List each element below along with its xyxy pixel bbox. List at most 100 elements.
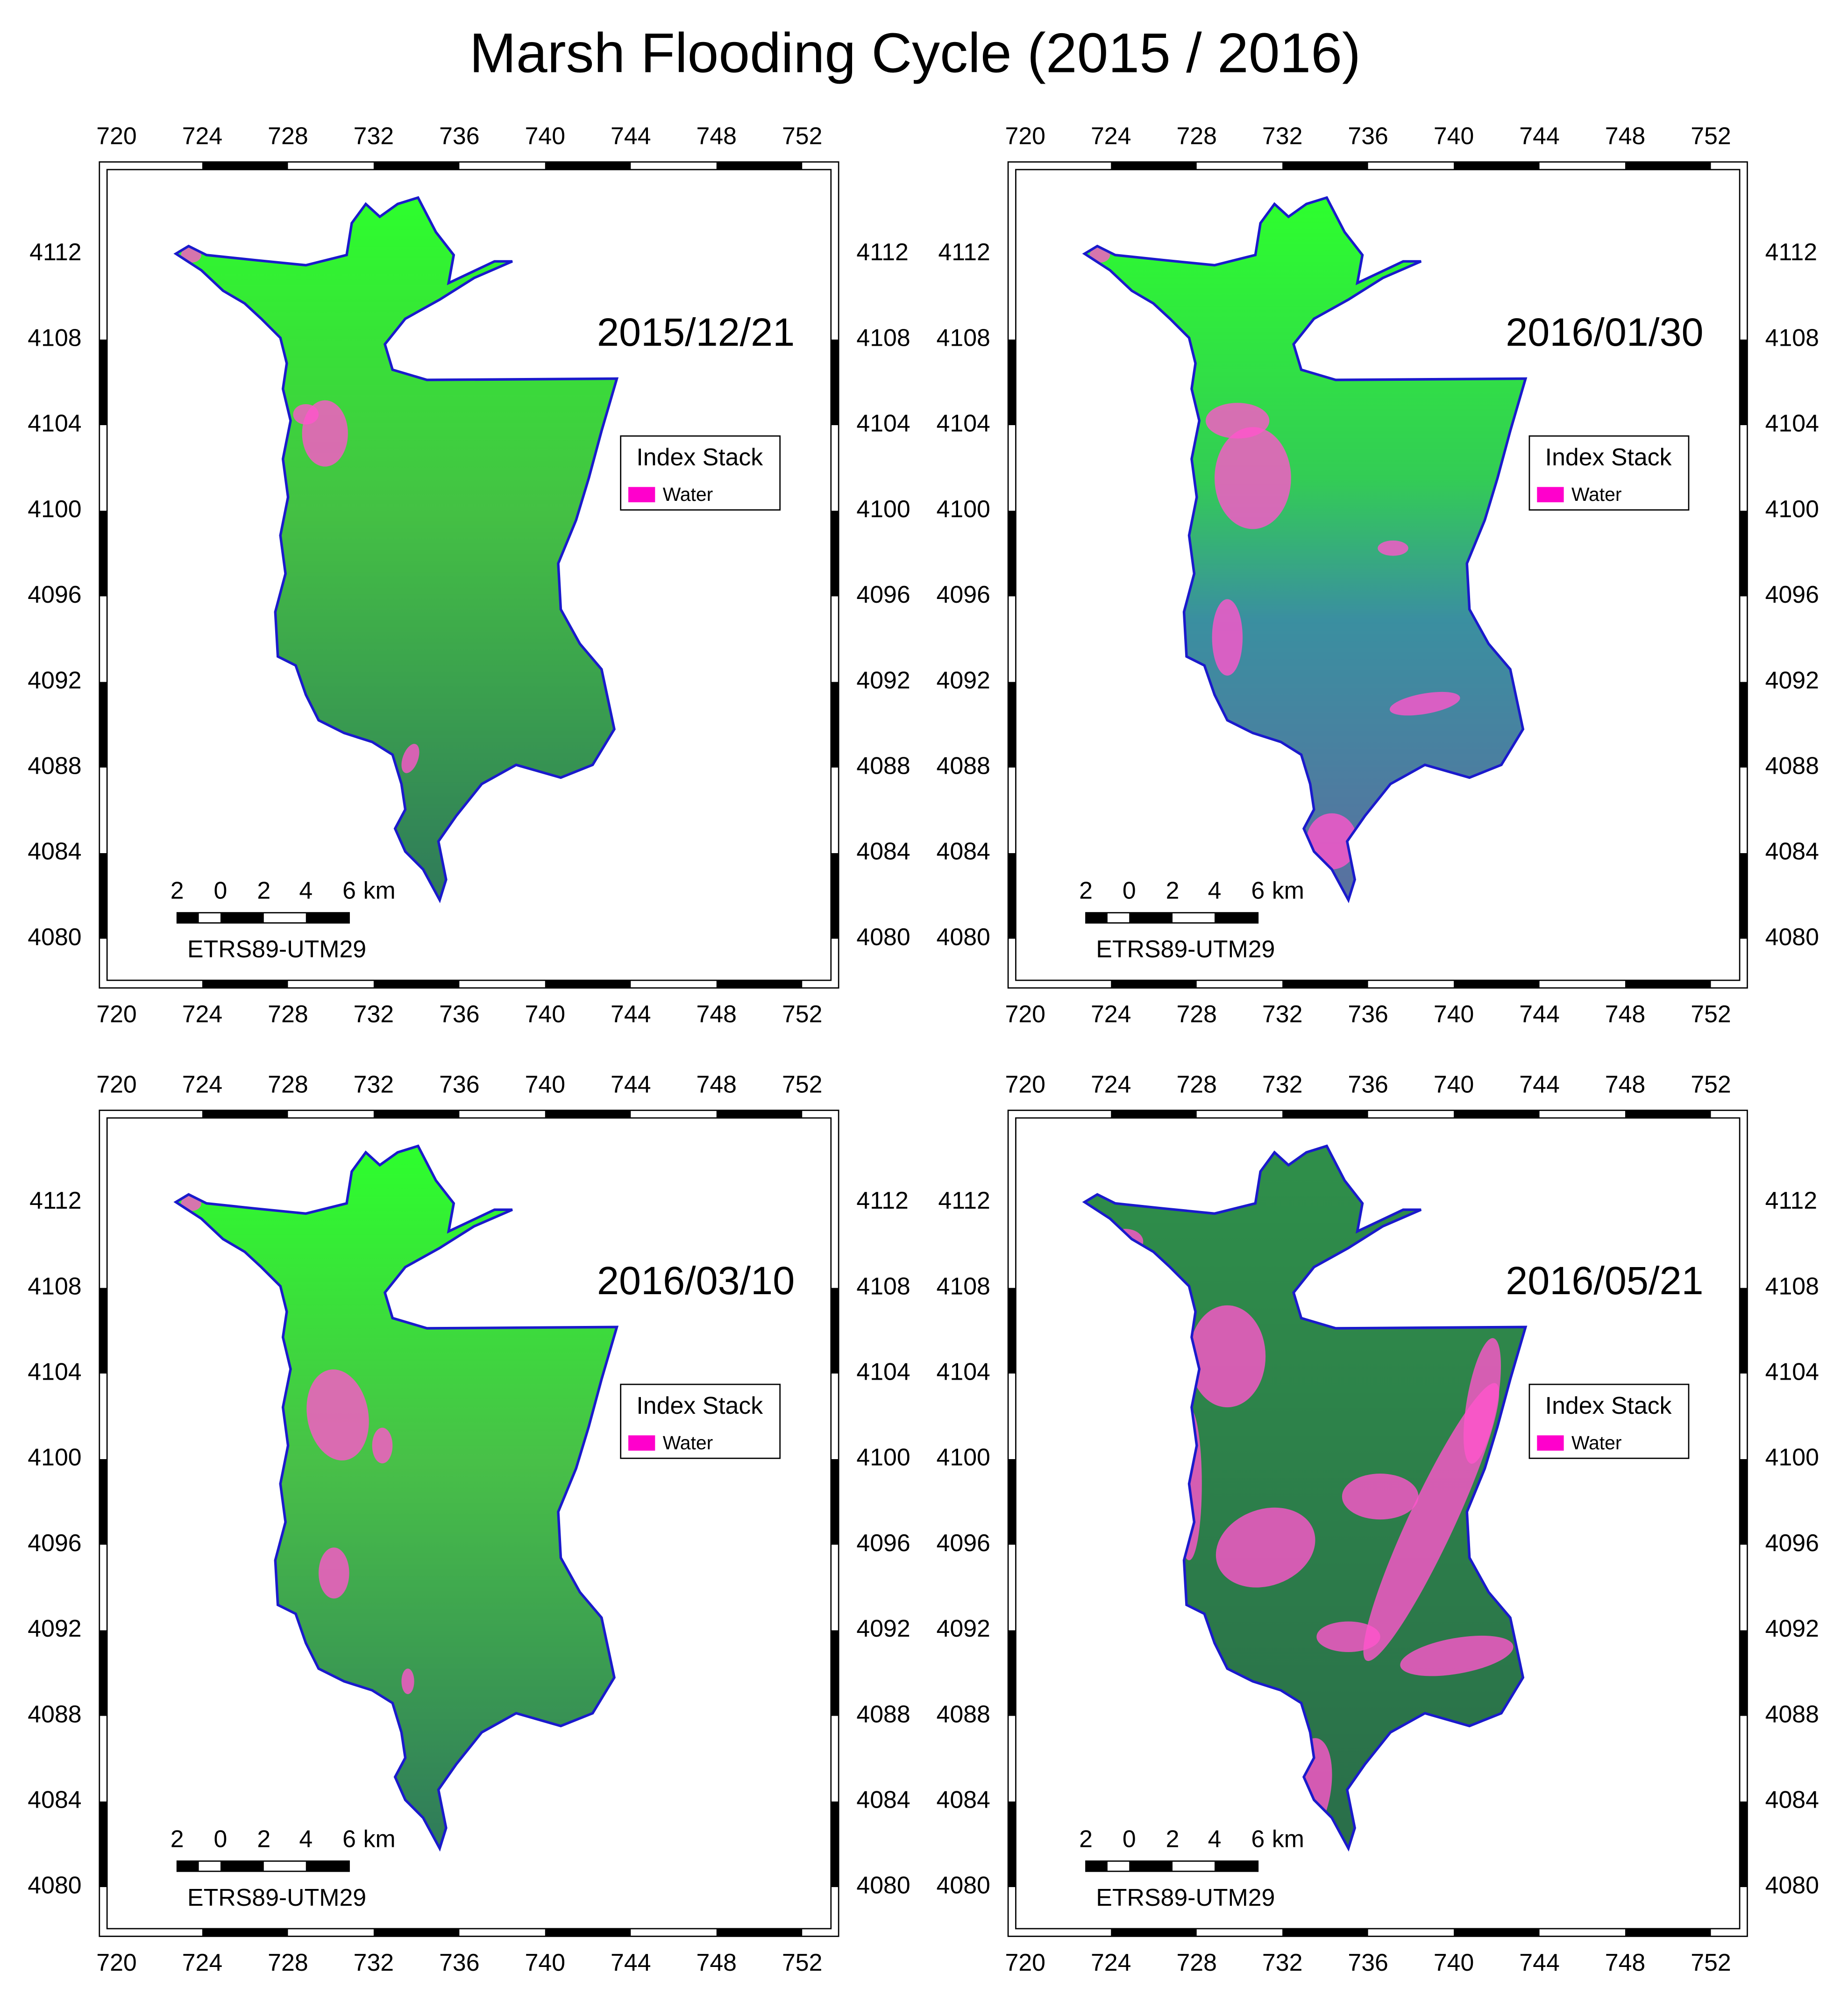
x-tick-label: 724 — [182, 122, 222, 149]
scale-bar-segment — [220, 912, 264, 923]
map-panel: 720 720 724 724 728 728 732 732 736 736 740 740 744 7… — [937, 1070, 1819, 1976]
y-tick-label: 4112 — [938, 238, 990, 265]
crs-label: ETRS89-UTM29 — [187, 1884, 366, 1911]
water-patch — [1189, 1305, 1266, 1408]
border-segment — [99, 1801, 107, 1888]
y-tick-label: 4092 — [28, 666, 81, 693]
border-segment — [545, 1110, 631, 1118]
water-patch — [1212, 599, 1243, 676]
y-tick-label: 4108 — [1765, 1272, 1819, 1299]
y-tick-label: 4108 — [28, 324, 81, 351]
scale-label: 4 — [1208, 877, 1222, 904]
border-segment — [1740, 511, 1748, 597]
y-tick-label: 4100 — [28, 495, 81, 522]
x-tick-label: 740 — [1434, 1070, 1474, 1097]
scale-label: 0 — [1123, 1825, 1136, 1852]
water-patch — [372, 1427, 393, 1464]
legend-label: Water — [1571, 1432, 1622, 1454]
x-tick-label: 748 — [697, 1000, 737, 1027]
x-tick-label: 752 — [1691, 1070, 1731, 1097]
y-tick-label: 4112 — [29, 238, 81, 265]
y-tick-label: 4084 — [856, 838, 910, 865]
border-segment — [1454, 1110, 1540, 1118]
border-segment — [99, 511, 107, 597]
map-panel: 720 720 724 724 728 728 732 732 736 736 740 740 744 7… — [937, 122, 1819, 1027]
water-patch — [401, 1668, 414, 1695]
x-tick-label: 720 — [96, 122, 136, 149]
y-tick-label: 4104 — [1765, 1358, 1819, 1385]
scale-label: 2 — [257, 1825, 270, 1852]
y-tick-label: 4080 — [937, 923, 990, 950]
y-tick-label: 4100 — [28, 1444, 81, 1471]
y-tick-label: 4112 — [29, 1187, 81, 1214]
scale-label: 4 — [299, 877, 313, 904]
x-tick-label: 744 — [1519, 122, 1559, 149]
x-tick-label: 744 — [611, 1949, 651, 1976]
border-segment — [1008, 853, 1016, 939]
border-segment — [1282, 162, 1368, 170]
scale-bar-segment — [1215, 1861, 1258, 1872]
x-tick-label: 724 — [1091, 1000, 1131, 1027]
border-segment — [831, 1459, 839, 1545]
x-tick-label: 728 — [1176, 1000, 1216, 1027]
legend-swatch — [1537, 1435, 1564, 1451]
crs-label: ETRS89-UTM29 — [187, 935, 366, 962]
water-patch — [1463, 1338, 1501, 1464]
x-tick-label: 736 — [439, 1949, 479, 1976]
y-tick-label: 4112 — [1765, 1187, 1817, 1214]
border-segment — [831, 511, 839, 597]
x-tick-label: 748 — [1605, 122, 1645, 149]
x-tick-label: 752 — [1691, 1949, 1731, 1976]
border-segment — [1008, 1459, 1016, 1545]
border-segment — [1008, 1288, 1016, 1374]
y-tick-label: 4084 — [1765, 838, 1819, 865]
x-tick-label: 752 — [782, 1949, 822, 1976]
border-segment — [99, 1288, 107, 1374]
scale-label: 2 — [1079, 1825, 1093, 1852]
scale-bar-segment — [1086, 1861, 1108, 1872]
y-tick-label: 4080 — [28, 1872, 81, 1899]
x-tick-label: 752 — [1691, 122, 1731, 149]
border-segment — [831, 1801, 839, 1888]
scale-unit: km — [363, 877, 396, 904]
border-segment — [1625, 980, 1711, 988]
border-segment — [99, 1459, 107, 1545]
y-tick-label: 4104 — [28, 410, 81, 437]
x-tick-label: 728 — [1176, 122, 1216, 149]
border-segment — [99, 853, 107, 939]
x-tick-label: 752 — [782, 122, 822, 149]
y-tick-label: 4092 — [1765, 1615, 1819, 1642]
water-patch — [1342, 1474, 1419, 1520]
scale-bar-segment — [1129, 1861, 1173, 1872]
x-tick-label: 720 — [96, 1000, 136, 1027]
border-segment — [1282, 1110, 1368, 1118]
border-segment — [202, 1929, 288, 1937]
scale-label: 0 — [214, 877, 227, 904]
x-tick-label: 736 — [1348, 1949, 1388, 1976]
y-tick-label: 4084 — [1765, 1786, 1819, 1813]
scale-label: 4 — [299, 1825, 313, 1852]
legend-label: Water — [663, 484, 713, 505]
y-tick-label: 4096 — [856, 581, 910, 608]
x-tick-label: 736 — [1348, 1070, 1388, 1097]
x-tick-label: 752 — [782, 1000, 822, 1027]
x-tick-label: 748 — [1605, 1949, 1645, 1976]
x-tick-label: 740 — [525, 122, 565, 149]
water-patch — [293, 404, 319, 425]
water-patch — [1215, 427, 1291, 529]
border-segment — [373, 980, 460, 988]
border-segment — [1625, 1110, 1711, 1118]
x-tick-label: 732 — [354, 122, 394, 149]
y-tick-label: 4108 — [28, 1272, 81, 1299]
y-tick-label: 4084 — [856, 1786, 910, 1813]
panel-date: 2016/05/21 — [1506, 1258, 1703, 1303]
border-segment — [1111, 1929, 1197, 1937]
border-segment — [545, 980, 631, 988]
x-tick-label: 752 — [782, 1070, 822, 1097]
border-segment — [1008, 511, 1016, 597]
x-tick-label: 732 — [1262, 1070, 1302, 1097]
crs-label: ETRS89-UTM29 — [1096, 1884, 1275, 1911]
border-segment — [545, 162, 631, 170]
legend-swatch — [628, 487, 655, 503]
